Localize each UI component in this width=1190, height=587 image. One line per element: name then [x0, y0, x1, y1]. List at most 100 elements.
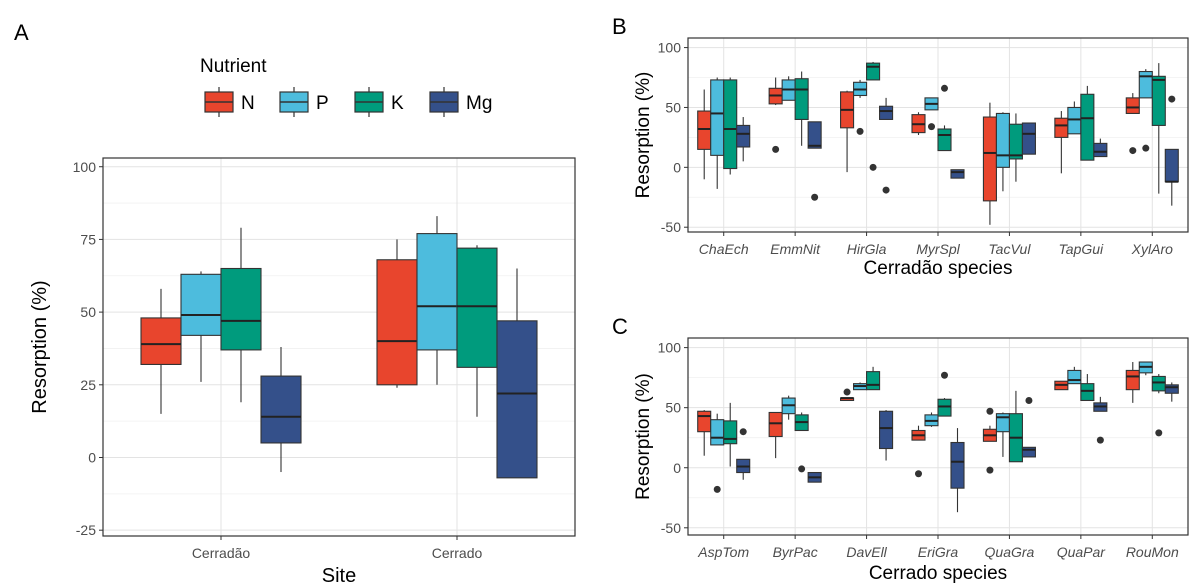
panel-b-x-tick-label-emmnit: EmmNit — [770, 241, 821, 257]
panel-b-hirgla-k-box — [866, 62, 881, 81]
panel-b-myrspl-p-outlier — [928, 123, 935, 131]
legend-label-p: P — [316, 93, 329, 114]
panel-a-site-boxplot: -25 0 25 50 75 100 Cerradão Cerrado Site Resorpti… — [29, 157, 576, 587]
panel-b-chaech-mg-box — [736, 124, 751, 148]
panel-c-x-tick-label-quapar: QuaPar — [1057, 544, 1107, 560]
panel-c-erigra-k-outlier — [941, 371, 948, 379]
panel-c-byrpac-k-outlier — [798, 465, 806, 473]
panel-b-tapgui-n-box — [1054, 117, 1069, 138]
panel-b-tacvul-n-box — [982, 116, 997, 202]
panel-b-x-tick-label-xylaro: XylAro — [1131, 241, 1173, 257]
panel-b-y-tick-label: 0 — [673, 159, 681, 175]
panel-c-cerrado-species-boxplot: -50 0 50 100 AspTom ByrPac DavEll EriGra QuaGra Q… — [633, 337, 1189, 584]
panel-c-davell-n-outlier — [843, 388, 851, 396]
panel-b-chaech-p-box — [710, 79, 725, 156]
panel-c-x-tick-label-byrpac: ByrPac — [773, 544, 818, 560]
panel-a-y-axis-title: Resorption (%) — [29, 280, 51, 413]
panel-c-erigra-k-box — [937, 398, 952, 417]
panel-c-davell-k-box — [866, 371, 881, 391]
panel-b-xylaro-n-outlier — [1129, 147, 1137, 155]
panel-b-emmnit-n-outlier — [772, 145, 780, 153]
panel-c-quapar-p-box — [1067, 369, 1082, 385]
panel-b-myrspl-k-outlier — [941, 84, 948, 92]
panel-b-xylaro-mg-outlier — [1168, 95, 1176, 103]
panel-c-erigra-mg-box — [950, 441, 965, 489]
panel-c-asptom-p-outlier — [713, 485, 721, 493]
panel-b-tapgui-k-box — [1080, 93, 1095, 161]
panel-b-x-axis-title: Cerradão species — [864, 258, 1013, 279]
panel-c-erigra-n-outlier — [915, 470, 922, 478]
panel-c-y-tick-label: -50 — [661, 520, 681, 536]
panel-b-tapgui-mg-box — [1093, 142, 1108, 158]
panel-b-hirgla-mg-box — [879, 105, 894, 120]
panel-b-tacvul-p-box — [995, 112, 1010, 168]
panel-a-x-tick-label-cerradao: Cerradão — [192, 545, 251, 561]
panel-label-a: A — [14, 20, 29, 45]
panel-b-xylaro-n-box — [1125, 97, 1140, 114]
panel-c-roumon-mg-box — [1164, 384, 1179, 394]
panel-b-xylaro-mg-box — [1164, 148, 1179, 183]
panel-b-y-tick-label: -50 — [661, 219, 681, 235]
panel-b-x-tick-label-hirgla: HirGla — [847, 241, 887, 257]
panel-c-y-tick-label: 50 — [665, 400, 681, 416]
panel-a-cerradao-k-box — [220, 267, 262, 351]
panel-b-myrspl-k-box — [937, 128, 952, 152]
panel-b-emmnit-k-box — [794, 78, 809, 120]
panel-c-asptom-p-box — [710, 419, 725, 446]
panel-a-y-tick-label: 100 — [73, 159, 97, 175]
panel-label-c: C — [612, 314, 628, 339]
panel-b-emmnit-mg-outlier — [811, 193, 819, 201]
panel-c-roumon-n-box — [1125, 369, 1140, 391]
panel-a-cerradao-p-box — [180, 273, 222, 336]
legend-items: N P K Mg — [204, 87, 492, 117]
panel-b-emmnit-mg-box — [807, 121, 822, 149]
panel-c-asptom-n-box — [697, 410, 712, 433]
panel-c-x-tick-label-asptom: AspTom — [697, 544, 749, 560]
panel-c-x-tick-label-quagra: QuaGra — [985, 544, 1035, 560]
panel-b-hirgla-p-outlier — [856, 127, 864, 135]
panel-b-tacvul-k-box — [1008, 123, 1023, 160]
panel-c-byrpac-n-box — [768, 411, 783, 438]
panel-b-x-tick-label-myrspl: MyrSpl — [916, 241, 960, 257]
panel-c-quagra-n-outlier — [986, 407, 994, 415]
panel-b-chaech-k-box — [723, 79, 738, 170]
legend-label-n: N — [241, 93, 255, 114]
panel-b-chaech-n-box — [697, 110, 712, 150]
panel-a-x-axis-title: Site — [322, 565, 356, 587]
panel-b-y-tick-label: 50 — [665, 99, 681, 115]
panel-a-plot-border — [102, 157, 576, 537]
panel-c-x-tick-label-erigra: EriGra — [918, 544, 959, 560]
panel-b-tapgui-p-box — [1067, 106, 1082, 135]
panel-a-cerrado-k-box — [456, 247, 498, 368]
panel-b-xylaro-k-box — [1151, 75, 1166, 126]
panel-b-hirgla-k-outlier — [869, 163, 877, 171]
panel-a-y-tick-label: 75 — [80, 231, 96, 247]
legend: Nutrient N P K Mg — [200, 56, 492, 117]
panel-c-quagra-mg-outlier — [1025, 396, 1033, 404]
panel-a-cerradao-mg-box — [260, 375, 302, 444]
panel-a-y-tick-label: 25 — [80, 377, 96, 393]
panel-c-x-tick-label-roumon: RouMon — [1126, 544, 1179, 560]
panel-c-y-tick-label: 0 — [673, 460, 681, 476]
panel-c-y-tick-label: 100 — [658, 340, 682, 356]
panel-b-hirgla-mg-outlier — [882, 186, 890, 194]
panel-b-y-tick-label: 100 — [658, 40, 682, 56]
panel-c-quapar-k-box — [1080, 383, 1095, 402]
panel-b-myrspl-mg-box — [950, 169, 965, 179]
panel-c-asptom-k-box — [723, 420, 738, 445]
panel-b-y-axis-title: Resorption (%) — [633, 72, 654, 199]
panel-a-cerradao-n-box — [140, 317, 182, 365]
panel-c-quagra-n-outlier — [986, 466, 994, 474]
panel-b-x-tick-label-chaech: ChaEch — [699, 241, 749, 257]
panel-b-cerradao-species-boxplot: -50 0 50 100 ChaEch EmmNit HirGla MyrSpl TacVul T… — [633, 37, 1189, 279]
panel-a-y-tick-label: -25 — [76, 522, 96, 538]
panel-a-cerrado-p-box — [416, 233, 458, 351]
panel-c-y-axis-title: Resorption (%) — [633, 373, 654, 500]
legend-title: Nutrient — [200, 56, 267, 77]
panel-c-roumon-k-outlier — [1155, 429, 1163, 437]
panel-b-x-tick-label-tacvul: TacVul — [988, 241, 1031, 257]
panel-a-cerrado-n-box — [376, 259, 418, 386]
legend-label-mg: Mg — [466, 93, 492, 114]
panel-b-tacvul-mg-box — [1021, 122, 1036, 155]
